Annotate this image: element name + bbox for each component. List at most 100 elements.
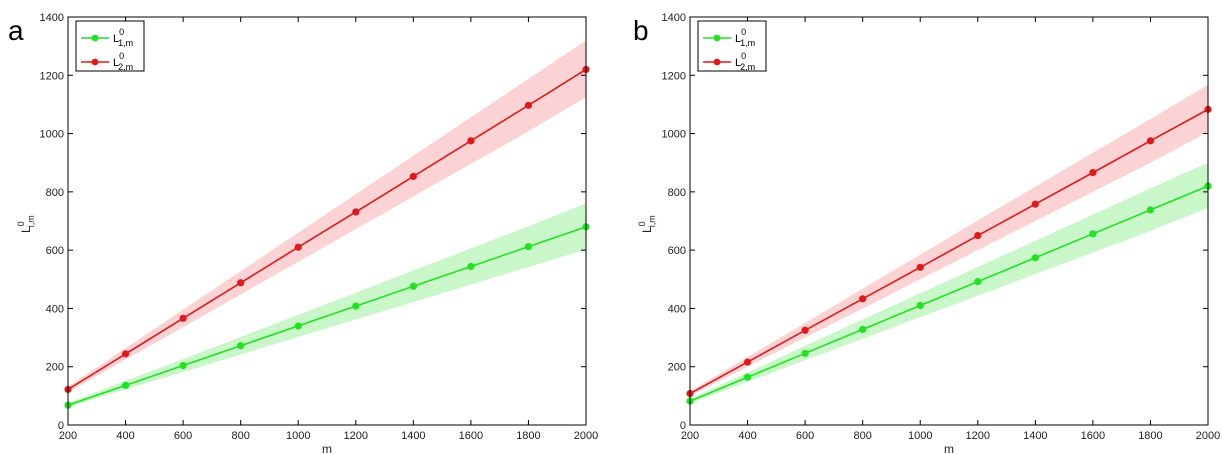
y-tick-label: 200 <box>668 362 686 374</box>
data-point <box>237 279 245 287</box>
data-point <box>1031 200 1039 208</box>
legend-label-2: L0 2,m <box>113 51 133 72</box>
legend-label-sub: 1,m <box>740 38 755 48</box>
y-tick-label: 800 <box>46 187 64 199</box>
data-point <box>743 373 752 381</box>
plot-frame <box>689 16 1209 426</box>
y-tick-label: 400 <box>668 303 686 315</box>
x-tick-label: 600 <box>174 430 192 442</box>
x-tick-label: 1400 <box>1023 430 1047 442</box>
y-tick-label: 600 <box>46 245 64 257</box>
y-tick-label: 1400 <box>662 12 686 24</box>
legend-marker-1 <box>91 34 99 42</box>
y-axis-label: L0i,m <box>16 215 36 233</box>
x-tick-label: 1000 <box>286 430 310 442</box>
data-point <box>237 342 245 350</box>
data-point <box>467 262 475 271</box>
y-tick-label: 600 <box>668 245 686 257</box>
data-point <box>352 208 360 216</box>
legend-label-base: L <box>113 33 119 45</box>
y-tick-label: 1200 <box>662 70 686 82</box>
y-axis-label-base: L <box>19 226 33 233</box>
data-point <box>294 322 302 330</box>
series-line-1 <box>689 185 1209 402</box>
legend-label-sup: 0 <box>741 51 746 61</box>
series-line-2 <box>689 108 1209 395</box>
data-point <box>524 101 533 109</box>
y-axis-label-base: L <box>640 226 654 233</box>
x-tick-label: 2000 <box>1196 430 1220 442</box>
x-tick-label: 1600 <box>1081 430 1105 442</box>
y-tick-label: 1400 <box>40 12 64 24</box>
data-point <box>1089 169 1097 177</box>
x-axis-label: m <box>322 442 332 454</box>
data-point <box>1146 137 1155 145</box>
data-point <box>743 358 752 366</box>
confidence-band-series-2 <box>690 84 1208 396</box>
data-point <box>1089 230 1097 238</box>
y-tick-label: 1200 <box>40 70 64 82</box>
x-tick-label: 2000 <box>574 430 598 442</box>
y-tick-label: 0 <box>58 420 64 432</box>
legend-label-sup: 0 <box>119 51 124 61</box>
data-point <box>974 231 982 240</box>
y-tick-label: 1000 <box>662 129 686 141</box>
data-point <box>179 361 187 370</box>
legend-label-base: L <box>113 57 119 69</box>
data-point <box>1031 254 1039 262</box>
panel-label: a <box>8 15 24 46</box>
data-point <box>121 381 130 389</box>
x-tick-label: 1800 <box>516 430 540 442</box>
data-point <box>801 326 809 334</box>
x-tick-label: 800 <box>231 430 249 442</box>
confidence-band-series-1 <box>68 203 586 407</box>
data-point <box>916 263 924 271</box>
legend-box <box>697 20 767 72</box>
legend-marker-2 <box>713 58 721 66</box>
y-axis-label-sub: i,m <box>26 215 36 227</box>
data-point <box>179 314 187 322</box>
y-tick-label: 400 <box>46 303 64 315</box>
x-tick-label: 1200 <box>966 430 990 442</box>
data-point <box>467 137 475 145</box>
x-tick-label: 400 <box>738 430 756 442</box>
y-axis-label-sup: 0 <box>16 221 26 226</box>
x-tick-label: 200 <box>681 430 699 442</box>
legend-label-base: L <box>735 57 741 69</box>
confidence-band-series-2 <box>68 40 586 393</box>
legend-label-1: L0 1,m <box>735 27 755 48</box>
data-point <box>294 243 302 251</box>
legend-label-1: L0 1,m <box>113 27 133 48</box>
data-point <box>859 295 867 303</box>
legend-label-sub: 1,m <box>118 38 133 48</box>
legend-marker-1 <box>713 34 721 42</box>
data-point <box>409 282 417 290</box>
y-tick-label: 0 <box>680 420 686 432</box>
legend-box <box>75 20 145 72</box>
y-tick-label: 1000 <box>40 129 64 141</box>
plot-frame <box>67 16 587 426</box>
legend-label-sub: 2,m <box>118 62 133 72</box>
x-tick-label: 400 <box>116 430 134 442</box>
panel-label: b <box>633 15 649 46</box>
y-tick-label: 200 <box>46 362 64 374</box>
x-tick-label: 1800 <box>1138 430 1162 442</box>
data-point <box>801 349 809 357</box>
y-tick-label: 800 <box>668 187 686 199</box>
series-line-1 <box>67 226 587 406</box>
y-axis-label-sup: 0 <box>637 221 647 226</box>
data-point <box>524 243 533 251</box>
y-axis-label: L0i,m <box>637 215 657 233</box>
series-line-2 <box>67 68 587 391</box>
data-point <box>859 325 867 334</box>
data-point <box>121 350 130 358</box>
x-tick-label: 600 <box>796 430 814 442</box>
x-tick-label: 800 <box>853 430 871 442</box>
x-tick-label: 200 <box>59 430 77 442</box>
data-point <box>1146 206 1155 214</box>
x-tick-label: 1600 <box>459 430 483 442</box>
data-point <box>916 301 924 310</box>
